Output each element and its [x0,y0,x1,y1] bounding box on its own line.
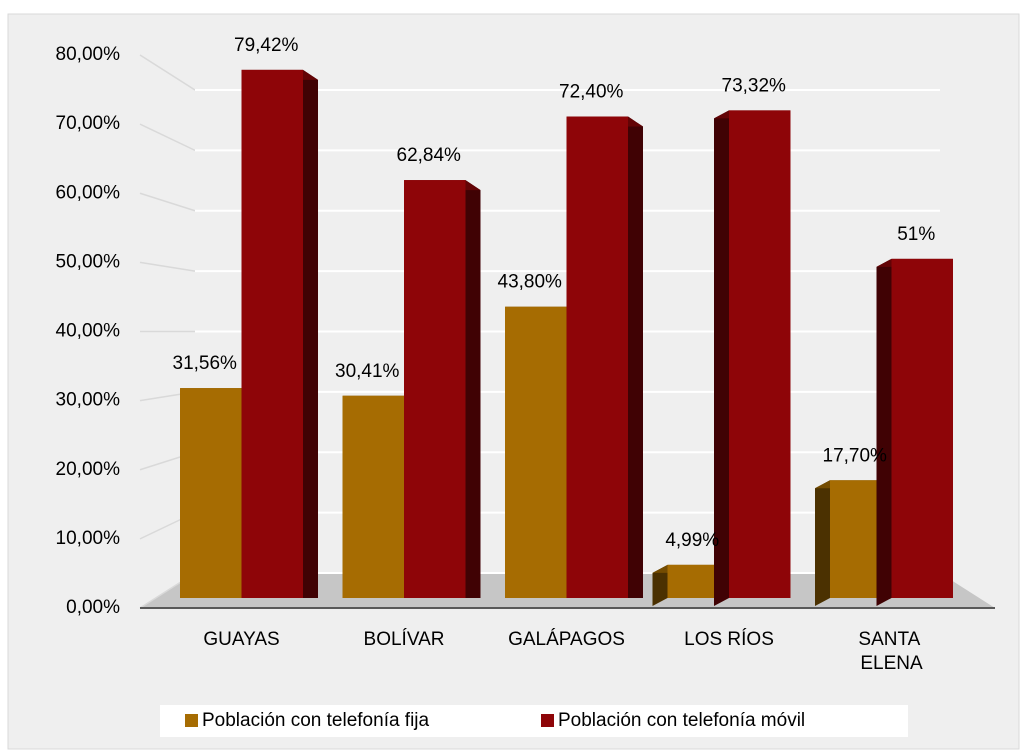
grid-line [139,123,196,152]
grid-line [139,192,196,212]
x-tick-label: LOS RÍOS [684,629,774,650]
bar [566,116,628,598]
grid-line [139,261,196,272]
data-label: 72,40% [559,82,624,103]
data-label: 73,32% [722,75,787,96]
y-tick-label: 40,00% [56,321,121,342]
x-tick-label: BOLÍVAR [364,629,445,650]
bar-side [815,480,830,606]
legend-label: Población con telefonía móvil [558,710,805,731]
bar [505,306,567,598]
data-label: 51% [897,224,935,245]
data-label: 62,84% [397,145,462,166]
bar [180,388,242,598]
y-tick-label: 50,00% [56,251,121,272]
x-tick-label: GALÁPAGOS [508,629,625,650]
bar-side [303,69,318,599]
y-tick-label: 0,00% [66,597,120,618]
y-tick-label: 10,00% [56,528,121,549]
x-tick-label: SANTA ELENA [858,629,924,674]
y-tick-label: 30,00% [56,390,121,411]
grid-line [139,54,196,91]
data-label: 43,80% [498,272,563,293]
bar-side [714,110,729,606]
data-label: 30,41% [335,361,400,382]
legend-label: Población con telefonía fija [202,710,430,731]
y-tick-label: 70,00% [56,113,121,134]
bar-side [465,180,481,598]
bar-side [876,258,892,606]
x-tick-label: GUAYAS [203,629,279,650]
legend-swatch [185,714,198,727]
bar [729,110,791,598]
y-tick-label: 20,00% [56,459,121,480]
bar [342,395,404,598]
legend: Población con telefonía fija Población co… [160,705,908,737]
bar [404,180,466,598]
data-label: 17,70% [823,445,888,466]
bar-side [652,564,668,606]
legend-swatch [541,714,554,727]
bar [891,258,953,598]
bar [241,69,303,599]
data-label: 31,56% [173,353,238,374]
y-tick-label: 60,00% [56,182,121,203]
data-label: 79,42% [234,35,299,56]
bar-side [628,116,643,598]
legend-box [160,705,908,737]
data-label: 4,99% [665,530,719,551]
y-tick-label: 80,00% [56,44,121,65]
